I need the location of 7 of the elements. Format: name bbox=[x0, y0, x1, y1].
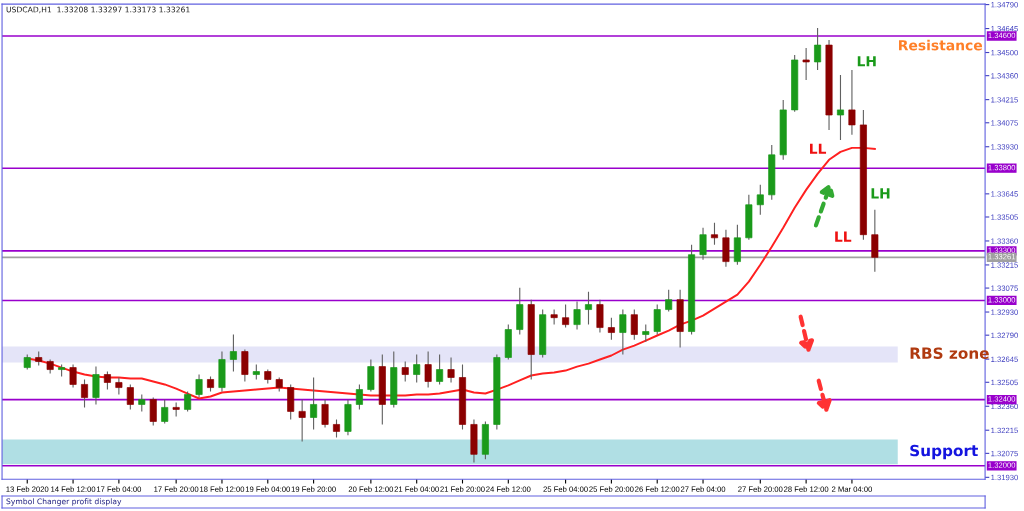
annotation: LL bbox=[835, 231, 852, 242]
band-label: RBS zone bbox=[910, 347, 989, 359]
annotation: LH bbox=[857, 56, 876, 67]
text: Resistance bbox=[899, 39, 983, 51]
band-label: Support bbox=[910, 444, 978, 460]
annotation: LL bbox=[810, 143, 827, 154]
annotation: LH bbox=[871, 188, 890, 199]
